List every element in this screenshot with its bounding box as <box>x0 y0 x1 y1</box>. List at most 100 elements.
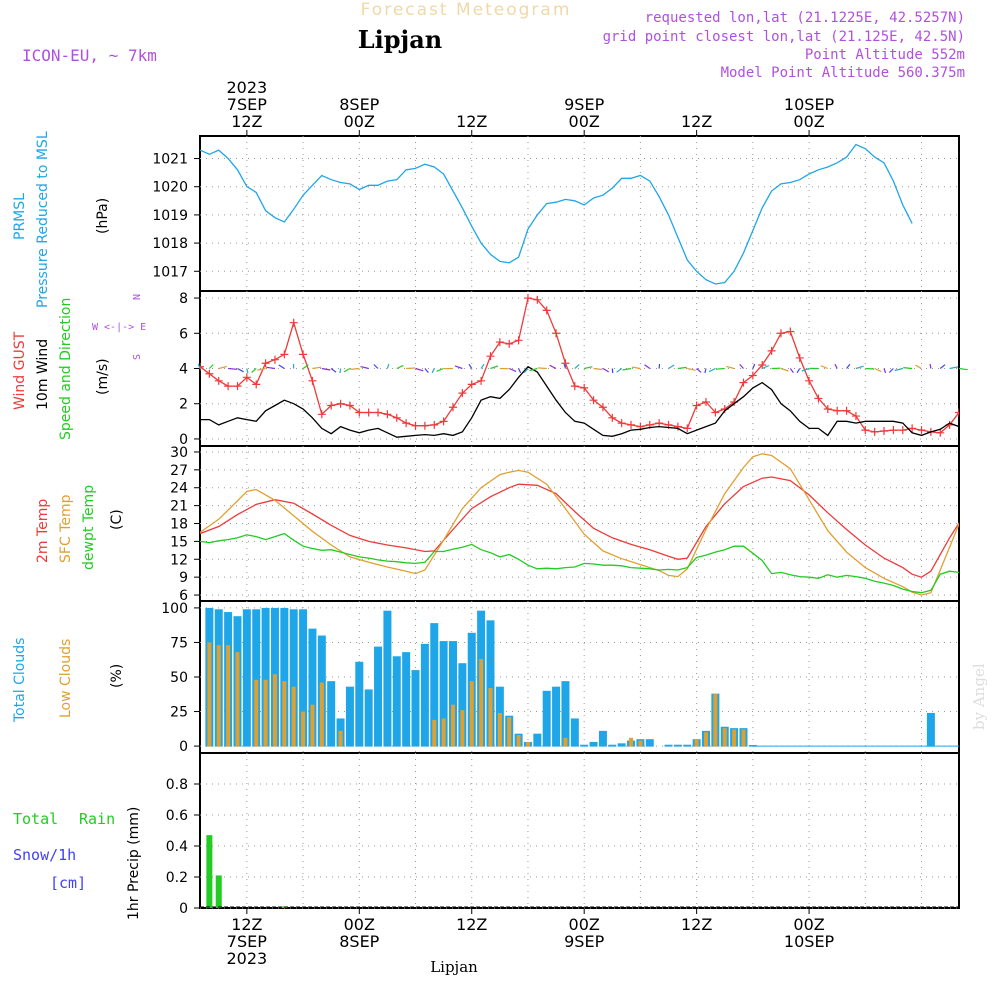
gust-marker <box>542 306 551 315</box>
wind-direction-arrow <box>360 366 369 370</box>
y-tick-label: 8 <box>179 291 188 307</box>
total-cloud-bar <box>439 641 448 747</box>
time-label: 00Z <box>793 112 824 131</box>
gust-marker <box>477 376 486 385</box>
y-tick-label: 0.8 <box>166 777 188 793</box>
wind-panel: 0 2 4 6 8 <box>179 291 968 448</box>
total-cloud-bar <box>430 623 439 747</box>
wind-direction-arrow <box>312 366 322 370</box>
gust-marker <box>411 421 420 430</box>
pressure-panel: 1017 1018 1019 1020 1021 <box>152 136 959 291</box>
gust-marker <box>880 427 889 436</box>
cloud-labels: Total Clouds Low Clouds (%) <box>12 638 125 723</box>
low-cloud-bar <box>525 741 530 747</box>
gust-marker <box>870 427 879 436</box>
total-cloud-bar <box>420 643 429 747</box>
wind-direction-arrow <box>631 366 641 370</box>
wind-direction-arrow <box>302 364 309 369</box>
low-cloud-bar <box>479 659 484 747</box>
wind-direction-arrow <box>894 367 903 372</box>
gust-marker <box>805 376 814 385</box>
percent-unit-label: (%) <box>109 664 125 688</box>
y-tick-label: 75 <box>170 635 188 651</box>
wind-direction-arrow <box>874 367 882 373</box>
gust-marker <box>776 329 785 338</box>
compass-n: N <box>132 294 143 300</box>
gust-marker <box>299 350 308 359</box>
time-label: 8SEP <box>339 95 379 114</box>
y-tick-label: 6 <box>179 588 188 604</box>
time-label: 12Z <box>456 915 487 934</box>
wind-direction-arrow <box>574 364 580 369</box>
low-cloud-bar <box>301 711 306 747</box>
time-label: 2023 <box>226 949 267 968</box>
y-tick-label: 12 <box>170 552 188 568</box>
gust-marker <box>608 413 617 422</box>
gust-marker <box>552 329 561 338</box>
wind-direction-arrow <box>855 365 864 370</box>
y-tick-label: 18 <box>170 517 188 533</box>
wind-direction-arrow <box>454 365 463 370</box>
gust-marker <box>430 420 439 429</box>
y-tick-label: 0.6 <box>166 808 188 824</box>
wind-direction-arrow <box>796 368 801 374</box>
wind-direction-arrow <box>761 364 770 370</box>
low-cloud-bar <box>629 737 634 747</box>
time-label: 7SEP <box>227 95 267 114</box>
gust-marker <box>327 401 336 410</box>
low-cloud-bar <box>319 682 324 747</box>
wind-direction-arrow <box>958 367 968 371</box>
gust-marker <box>767 346 776 355</box>
wind-direction-arrow <box>480 363 485 369</box>
wind-direction-arrow <box>396 364 404 370</box>
series-line <box>200 532 959 594</box>
series-line <box>200 453 959 596</box>
wind-direction-arrow <box>677 366 687 370</box>
y-tick-label: 0 <box>179 739 188 755</box>
gust-marker <box>861 426 870 435</box>
wind-direction-arrow <box>715 367 725 370</box>
gust-marker <box>833 406 842 415</box>
time-label: 7SEP <box>227 932 267 951</box>
wind-labels: Wind GUST 10m Wind Speed and Direction (… <box>12 294 146 440</box>
y-tick-label: 30 <box>170 445 188 461</box>
gridpoint-coords: grid point closest lon,lat (21.125E, 42.… <box>603 29 965 45</box>
time-label: 00Z <box>793 915 824 934</box>
total-cloud-bar <box>449 641 457 747</box>
total-cloud-bar <box>664 744 673 747</box>
gust-marker <box>739 378 748 387</box>
gust-marker <box>523 294 532 303</box>
time-label: 9SEP <box>564 95 604 114</box>
wind-direction-arrow <box>237 367 244 373</box>
total-cloud-bar <box>580 744 589 747</box>
time-label: 00Z <box>344 915 375 934</box>
gust-marker <box>814 394 823 403</box>
series-line <box>200 365 959 438</box>
total-cloud-bar <box>458 663 467 747</box>
gust-marker <box>308 376 317 385</box>
time-label: 00Z <box>569 112 600 131</box>
y-tick-label: 2 <box>179 397 188 413</box>
gust-marker <box>748 371 757 380</box>
total-cloud-bar <box>411 670 420 747</box>
wind-direction-arrow <box>865 367 875 370</box>
total-cloud-bar <box>402 652 411 747</box>
wind-direction-arrow <box>373 364 379 369</box>
y-tick-label: 1021 <box>152 152 188 168</box>
gust-marker <box>533 295 542 304</box>
wind-direction-arrow <box>929 363 932 369</box>
wind-direction-arrow <box>584 366 593 370</box>
low-cloud-bar <box>291 686 296 747</box>
low-cloud-bar <box>235 652 240 747</box>
wind-direction-arrow <box>593 367 603 371</box>
low-cloud-bar <box>722 728 727 747</box>
gust-marker <box>458 389 467 398</box>
total-cloud-bar <box>383 610 392 747</box>
wind-direction-arrow <box>490 365 499 370</box>
gust-marker <box>673 422 682 431</box>
gust-marker <box>917 426 926 435</box>
gust-marker <box>758 360 767 369</box>
